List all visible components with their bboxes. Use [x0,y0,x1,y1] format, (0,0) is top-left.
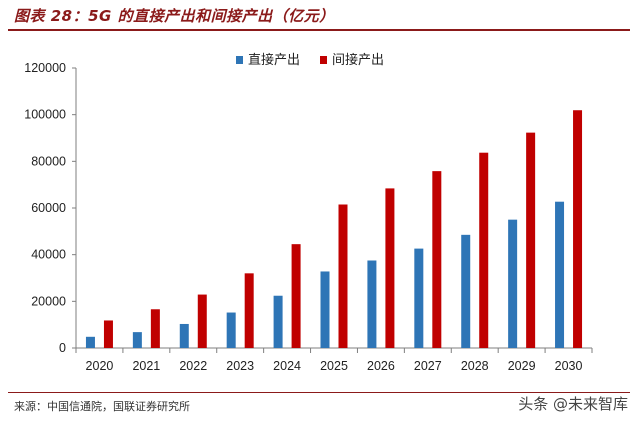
x-tick-label: 2025 [320,359,348,373]
bar-indirect [103,320,113,348]
bar-indirect [244,273,254,348]
bar-indirect [432,171,442,348]
y-tick-label: 0 [59,341,66,355]
source-divider [8,392,630,393]
watermark: 头条 @未来智库 [518,395,628,413]
legend-swatch-indirect [320,56,327,64]
legend-swatch-direct [236,56,243,64]
bar-direct [226,312,236,348]
bar-indirect [573,110,583,348]
x-tick-label: 2028 [461,359,489,373]
x-tick-label: 2022 [179,359,207,373]
x-tick-label: 2027 [414,359,442,373]
x-tick-label: 2021 [132,359,160,373]
chart-area: 0 20000 40000 60000 80000 100000 120000 2020 202… [0,40,640,380]
bar-indirect [338,204,348,348]
y-tick-label: 120000 [24,61,66,75]
legend-label-indirect: 间接产出 [332,52,384,67]
chart-header: 图表 28：5G 的直接产出和间接产出（亿元） [8,2,630,28]
bar-direct [555,201,565,348]
bar-indirect [291,244,301,348]
x-tick-label: 2026 [367,359,395,373]
legend-label-direct: 直接产出 [248,52,300,67]
bar-direct [508,219,518,348]
title-divider [8,29,630,31]
y-tick-label: 80000 [31,154,66,168]
y-tick-label: 60000 [31,201,66,215]
x-tick-label: 2029 [508,359,536,373]
bar-indirect [479,152,489,348]
source-note: 来源：中国信通院，国联证券研究所 [14,400,190,413]
bar-direct [461,234,471,348]
bar-indirect [526,132,536,348]
chart-title: 图表 28：5G 的直接产出和间接产出（亿元） [14,7,335,25]
x-tick-label: 2024 [273,359,301,373]
y-tick-label: 20000 [31,294,66,308]
bar-chart: 0 20000 40000 60000 80000 100000 120000 2020 202… [24,52,593,373]
bar-direct [367,260,377,348]
y-tick-label: 40000 [31,248,66,262]
bar-direct [414,248,424,348]
x-tick-label: 2020 [86,359,114,373]
bar-indirect [385,188,395,348]
bar-direct [320,271,330,348]
bar-direct [85,336,95,348]
y-tick-label: 100000 [24,108,66,122]
x-tick-label: 2030 [555,359,583,373]
bar-indirect [150,309,160,348]
bar-direct [132,332,142,348]
x-tick-label: 2023 [226,359,254,373]
bar-direct [179,323,189,348]
bar-indirect [197,294,207,348]
bar-direct [273,295,283,348]
